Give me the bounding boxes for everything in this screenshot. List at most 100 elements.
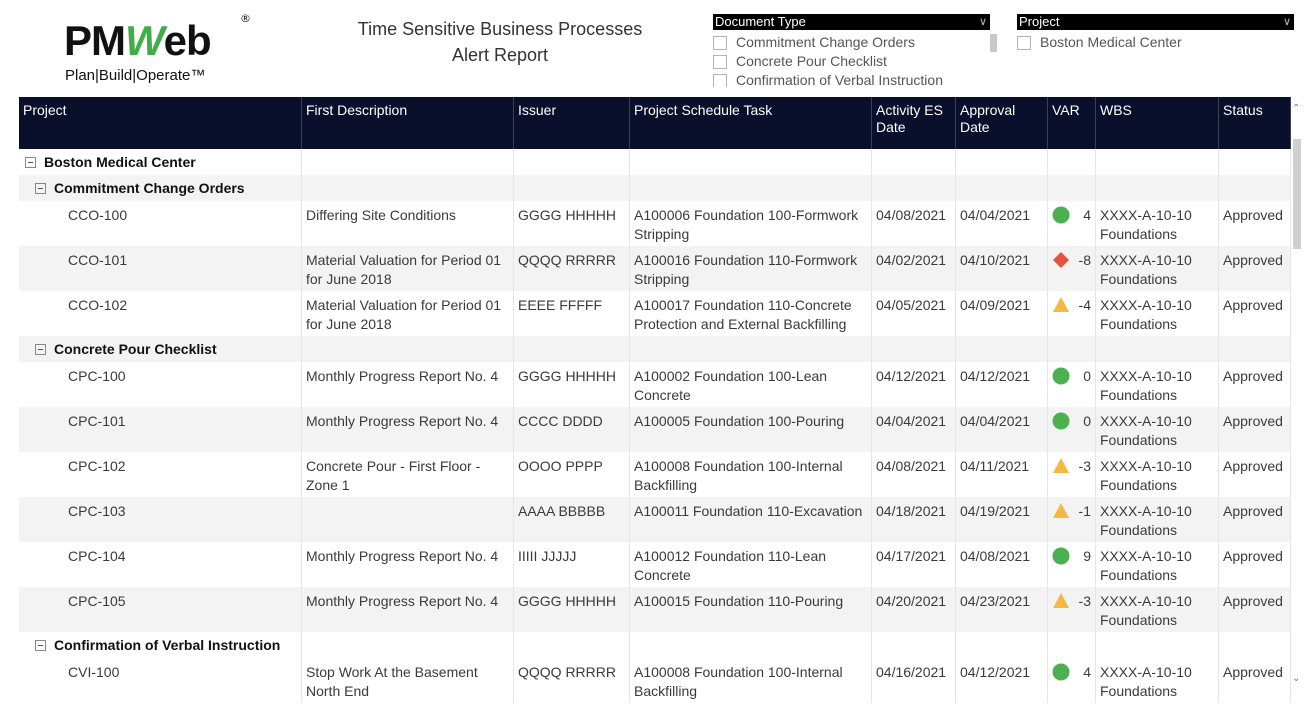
first-description-cell: Monthly Progress Report No. 4 <box>302 362 514 407</box>
issuer-cell: GGGG HHHHH <box>514 201 630 246</box>
collapse-icon[interactable] <box>25 157 36 168</box>
green-circle-icon <box>1052 663 1076 681</box>
column-header[interactable]: First Description <box>302 97 514 149</box>
empty-cell <box>872 175 956 201</box>
document-type-slicer-list[interactable]: Commitment Change Orders Concrete Pour C… <box>713 30 990 87</box>
slicer-scrollbar[interactable] <box>990 34 997 52</box>
project-slicer-header[interactable]: Project ∨ <box>1017 14 1294 30</box>
table-row[interactable]: CCO-102 Material Valuation for Period 01 … <box>19 291 1291 336</box>
green-circle-icon <box>1052 206 1076 224</box>
empty-cell <box>514 336 630 362</box>
var-value: 4 <box>1083 207 1091 223</box>
column-header[interactable]: Approval Date <box>956 97 1048 149</box>
var-cell: -4 <box>1048 291 1096 336</box>
document-type-group-row[interactable]: Commitment Change Orders <box>19 175 1291 201</box>
checkbox[interactable] <box>1017 35 1031 50</box>
empty-cell <box>1096 336 1219 362</box>
activity-es-date-cell: 04/20/2021 <box>872 587 956 632</box>
table-row[interactable]: CCO-101 Material Valuation for Period 01 … <box>19 246 1291 291</box>
status-cell: Approved <box>1219 658 1291 703</box>
group-cell[interactable]: Confirmation of Verbal Instruction <box>19 632 302 658</box>
group-label: Boston Medical Center <box>44 154 196 170</box>
schedule-task-cell: A100015 Foundation 110-Pouring <box>630 587 872 632</box>
column-header[interactable]: Activity ES Date <box>872 97 956 149</box>
empty-cell <box>1219 175 1291 201</box>
report-table[interactable]: Project First Description Issuer Project Sc… <box>19 97 1291 707</box>
var-value: 0 <box>1083 413 1091 429</box>
table-row[interactable]: CPC-103 AAAA BBBBB A100011 Foundation 110-… <box>19 497 1291 542</box>
var-value: -3 <box>1078 458 1091 474</box>
var-cell: 0 <box>1048 362 1096 407</box>
var-value: -8 <box>1078 252 1091 268</box>
table-row[interactable]: CPC-104 Monthly Progress Report No. 4 IIII… <box>19 542 1291 587</box>
activity-es-date-cell: 04/02/2021 <box>872 246 956 291</box>
slicer-option[interactable]: Boston Medical Center <box>1017 33 1294 52</box>
chevron-down-icon[interactable]: ∨ <box>1282 16 1291 28</box>
project-slicer-list[interactable]: Boston Medical Center <box>1017 30 1294 57</box>
checkbox[interactable] <box>713 35 727 50</box>
slicer-option[interactable]: Commitment Change Orders <box>713 33 990 52</box>
status-cell: Approved <box>1219 246 1291 291</box>
scroll-down-icon[interactable]: ⌄ <box>1292 673 1301 684</box>
group-cell[interactable]: Concrete Pour Checklist <box>19 336 302 362</box>
column-header[interactable]: Issuer <box>514 97 630 149</box>
collapse-icon[interactable] <box>35 183 46 194</box>
document-type-slicer[interactable]: Document Type ∨ Commitment Change Orders… <box>713 14 990 87</box>
wbs-cell: XXXX-A-10-10 Foundations <box>1096 658 1219 703</box>
issuer-cell: QQQQ RRRRR <box>514 246 630 291</box>
table-scrollbar[interactable]: ⌃ ⌄ <box>1292 97 1302 707</box>
empty-cell <box>630 175 872 201</box>
report-title: Time Sensitive Business Processes Alert … <box>340 16 660 68</box>
document-type-group-row[interactable]: Concrete Pour Checklist <box>19 336 1291 362</box>
var-cell: -3 <box>1048 587 1096 632</box>
group-cell[interactable]: Commitment Change Orders <box>19 175 302 201</box>
checkbox[interactable] <box>713 54 727 69</box>
scroll-up-icon[interactable]: ⌃ <box>1292 103 1301 114</box>
status-cell: Approved <box>1219 452 1291 497</box>
column-header[interactable]: Status <box>1219 97 1291 149</box>
group-label: Confirmation of Verbal Instruction <box>54 637 281 653</box>
green-circle-icon <box>1052 547 1076 565</box>
first-description-cell: Material Valuation for Period 01 for Jun… <box>302 246 514 291</box>
table-row[interactable]: CPC-100 Monthly Progress Report No. 4 GGGG… <box>19 362 1291 407</box>
document-type-slicer-header[interactable]: Document Type ∨ <box>713 14 990 30</box>
var-value: 9 <box>1083 548 1091 564</box>
project-slicer-label: Project <box>1019 14 1060 29</box>
issuer-cell: AAAA BBBBB <box>514 497 630 542</box>
project-slicer[interactable]: Project ∨ Boston Medical Center <box>1017 14 1294 57</box>
schedule-task-cell: A100006 Foundation 100-Formwork Strippin… <box>630 201 872 246</box>
checkbox[interactable] <box>713 73 727 87</box>
first-description-cell <box>302 497 514 542</box>
var-value: -4 <box>1078 297 1091 313</box>
column-header[interactable]: Project <box>19 97 302 149</box>
table-row[interactable]: CCO-100 Differing Site Conditions GGGG HHH… <box>19 201 1291 246</box>
table-header: Project First Description Issuer Project Sc… <box>19 97 1291 149</box>
schedule-task-cell: A100008 Foundation 100-Internal Backfill… <box>630 452 872 497</box>
scroll-thumb[interactable] <box>1293 139 1301 249</box>
approval-date-cell: 04/09/2021 <box>956 291 1048 336</box>
table-row[interactable]: CPC-102 Concrete Pour - First Floor - Zon… <box>19 452 1291 497</box>
table-row[interactable]: CVI-100 Stop Work At the Basement North E… <box>19 658 1291 703</box>
collapse-icon[interactable] <box>35 344 46 355</box>
document-type-group-row[interactable]: Confirmation of Verbal Instruction <box>19 632 1291 658</box>
empty-cell <box>956 149 1048 175</box>
collapse-icon[interactable] <box>35 640 46 651</box>
chevron-down-icon[interactable]: ∨ <box>978 16 987 28</box>
first-description-cell: Monthly Progress Report No. 4 <box>302 587 514 632</box>
record-id-cell: CPC-102 <box>19 452 302 497</box>
wbs-cell: XXXX-A-10-10 Foundations <box>1096 362 1219 407</box>
table-row[interactable]: CPC-101 Monthly Progress Report No. 4 CCCC… <box>19 407 1291 452</box>
column-header[interactable]: VAR <box>1048 97 1096 149</box>
slicer-option[interactable]: Confirmation of Verbal Instruction <box>713 71 990 87</box>
project-group-row[interactable]: Boston Medical Center <box>19 149 1291 175</box>
slicer-option[interactable]: Concrete Pour Checklist <box>713 52 990 71</box>
first-description-cell: Concrete Pour - First Floor - Zone 1 <box>302 452 514 497</box>
var-value: -3 <box>1078 593 1091 609</box>
table-row[interactable]: CPC-105 Monthly Progress Report No. 4 GGGG… <box>19 587 1291 632</box>
column-header[interactable]: Project Schedule Task <box>630 97 872 149</box>
group-cell[interactable]: Boston Medical Center <box>19 149 302 175</box>
table-body[interactable]: Boston Medical Center Commitment Change O… <box>19 149 1291 703</box>
approval-date-cell: 04/12/2021 <box>956 658 1048 703</box>
green-circle-icon <box>1052 367 1076 385</box>
column-header[interactable]: WBS <box>1096 97 1219 149</box>
